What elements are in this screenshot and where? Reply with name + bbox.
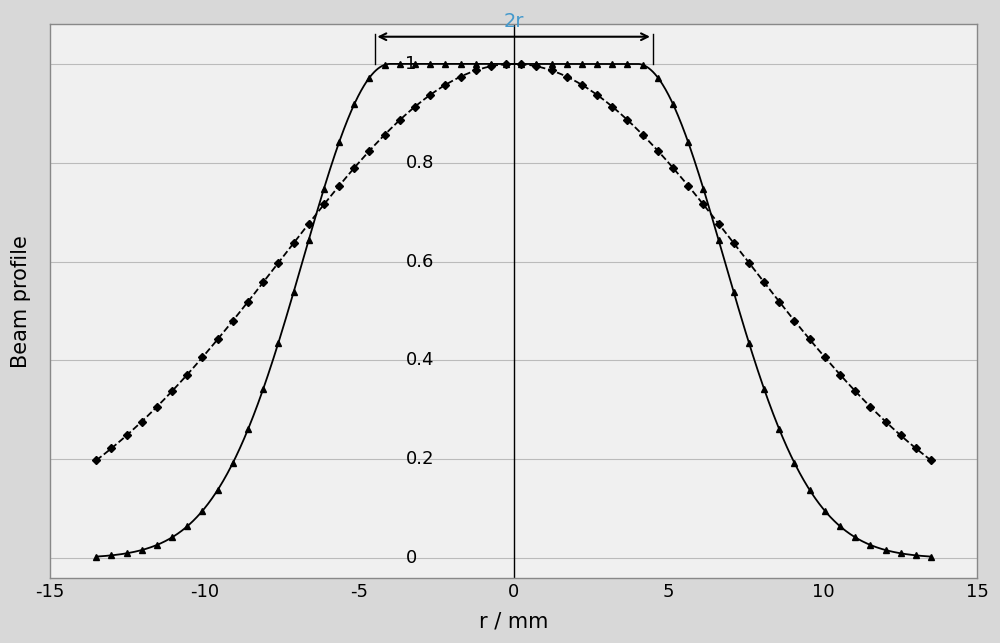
Text: 1: 1 bbox=[405, 55, 417, 73]
X-axis label: r / mm: r / mm bbox=[479, 612, 548, 632]
Y-axis label: Beam profile: Beam profile bbox=[11, 235, 31, 368]
Text: 0.4: 0.4 bbox=[405, 352, 434, 370]
Text: 0.2: 0.2 bbox=[405, 450, 434, 468]
Text: 2r: 2r bbox=[503, 12, 524, 31]
Text: 0.6: 0.6 bbox=[405, 253, 434, 271]
Text: 0: 0 bbox=[405, 549, 417, 567]
Text: 0.8: 0.8 bbox=[405, 154, 434, 172]
